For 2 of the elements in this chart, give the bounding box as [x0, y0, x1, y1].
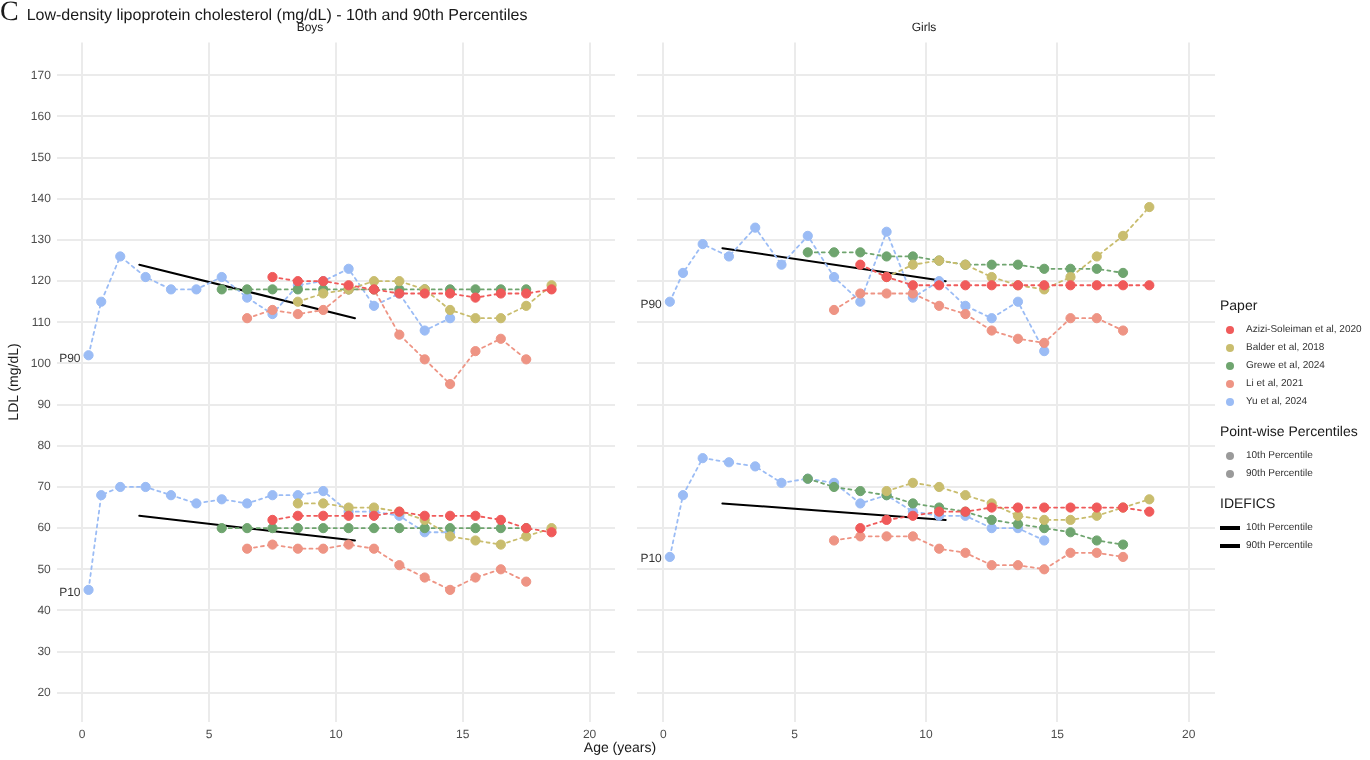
chart-title: Low-density lipoprotein cholesterol (mg/dL) - 10th and 90th Percentiles — [26, 5, 528, 23]
text: C — [0, 0, 19, 30]
